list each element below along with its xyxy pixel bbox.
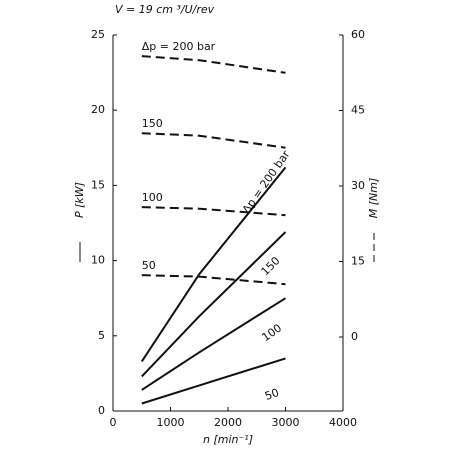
y2-axis-label: M [Nm] bbox=[367, 178, 380, 219]
torque-line bbox=[141, 55, 286, 74]
line-label: 150 bbox=[259, 254, 283, 278]
y-tick-label: 25 bbox=[91, 28, 105, 41]
x-tick-label: 2000 bbox=[214, 416, 242, 429]
y2-tick-label: 15 bbox=[351, 255, 365, 268]
x-tick-label: 0 bbox=[110, 416, 117, 429]
y-tick-label: 5 bbox=[98, 329, 105, 342]
y2-tick-label: 45 bbox=[351, 104, 365, 117]
x-tick-label: 4000 bbox=[329, 416, 357, 429]
x-axis-label: n [min⁻¹] bbox=[203, 433, 253, 446]
y2-tick-label: 60 bbox=[351, 28, 365, 41]
torque-line bbox=[141, 206, 286, 217]
y2-tick-label: 30 bbox=[351, 179, 365, 192]
torque-line bbox=[141, 274, 286, 286]
line-label: 50 bbox=[263, 386, 281, 403]
y2-tick-label: 0 bbox=[351, 330, 358, 343]
line-label: Δp = 200 bar bbox=[240, 148, 293, 216]
y-tick-label: 0 bbox=[98, 404, 105, 417]
chart-title: V = 19 cm ³/U/rev bbox=[115, 3, 215, 16]
line-label: 100 bbox=[142, 191, 163, 204]
power-line bbox=[140, 166, 287, 362]
line-label: Δp = 200 bar bbox=[142, 40, 216, 53]
torque-line bbox=[141, 132, 286, 149]
y-tick-label: 15 bbox=[91, 178, 105, 191]
y-tick-label: 20 bbox=[91, 103, 105, 116]
power-line bbox=[141, 231, 287, 378]
line-label: 50 bbox=[142, 259, 156, 272]
y-tick-label: 10 bbox=[91, 254, 105, 267]
power-line bbox=[141, 297, 287, 391]
power-line bbox=[141, 357, 286, 405]
y-axis-label: P [kW] bbox=[73, 182, 86, 218]
x-tick-label: 1000 bbox=[157, 416, 185, 429]
x-tick-label: 3000 bbox=[272, 416, 300, 429]
line-label: 150 bbox=[142, 117, 163, 130]
line-label: 100 bbox=[259, 321, 284, 344]
